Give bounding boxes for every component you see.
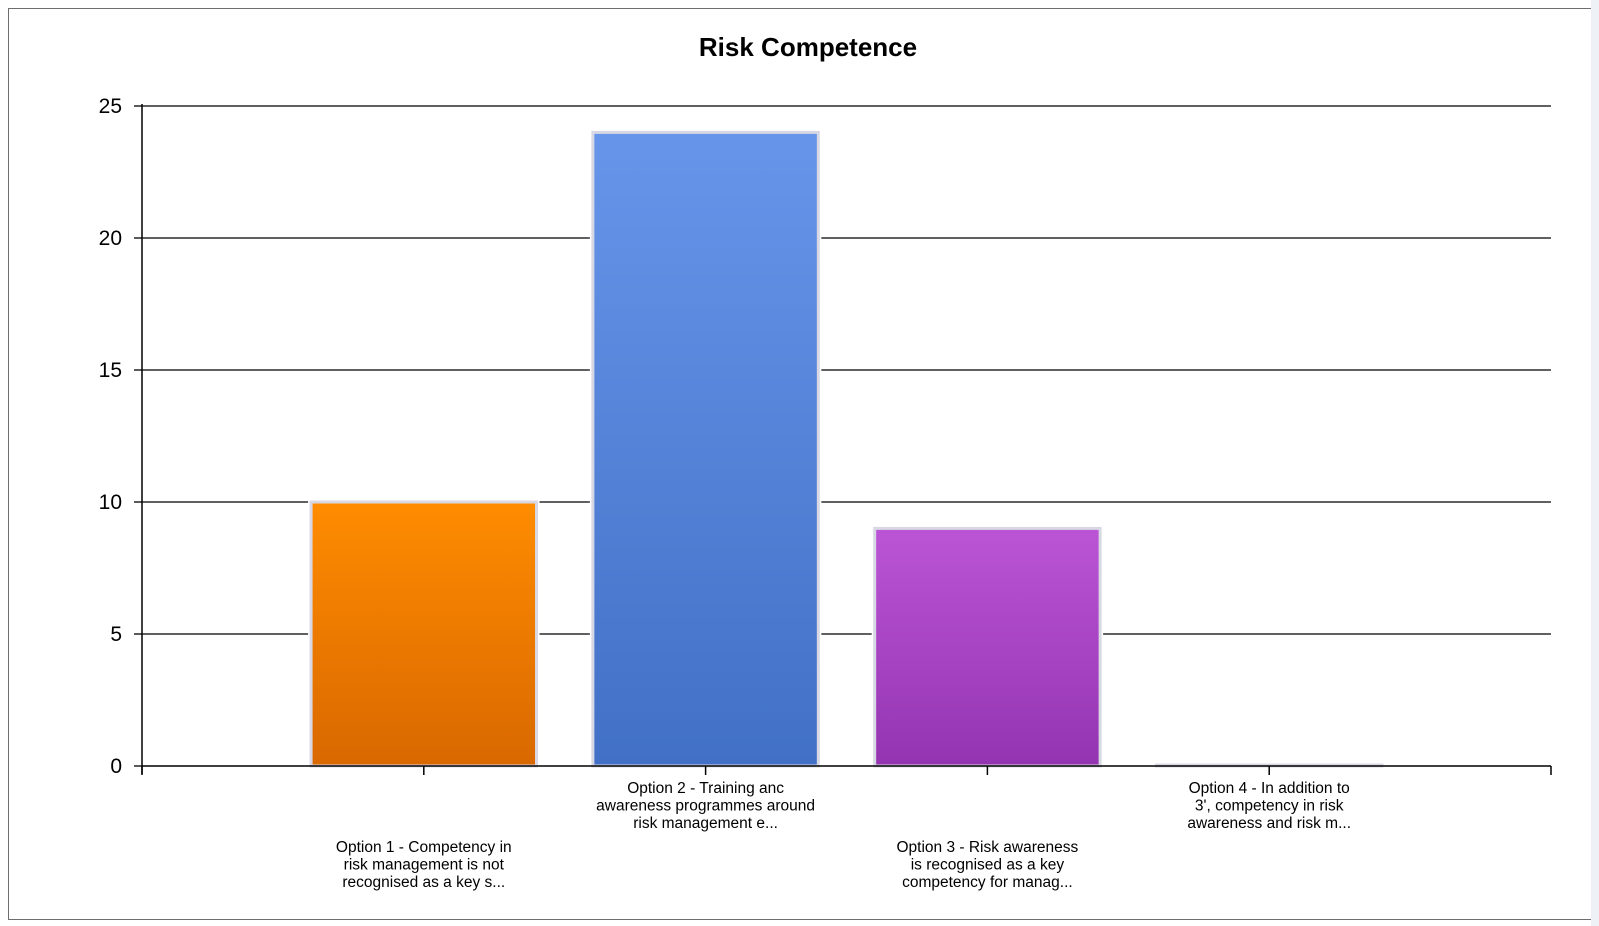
category-label: Option 3 - Risk awareness is recognised a… [897, 839, 1079, 891]
bar-option-1 [309, 500, 539, 768]
category-label: Option 4 - In addition to 3', competency … [1187, 780, 1351, 832]
bar-option-3 [873, 526, 1102, 768]
y-tick-label: 25 [99, 95, 122, 118]
bar-option-2 [591, 130, 820, 768]
y-tick-label: 10 [99, 491, 122, 514]
y-tick-label: 0 [110, 755, 122, 778]
category-label: Option 1 - Competency in risk management … [336, 839, 512, 891]
y-tick-label: 20 [99, 227, 122, 250]
chart-title: Risk Competence [699, 32, 917, 62]
y-tick-label: 5 [110, 623, 122, 646]
window-edge [1591, 0, 1599, 926]
category-label: Option 2 - Training anc awareness program… [596, 780, 815, 832]
y-tick-label: 15 [99, 359, 122, 382]
